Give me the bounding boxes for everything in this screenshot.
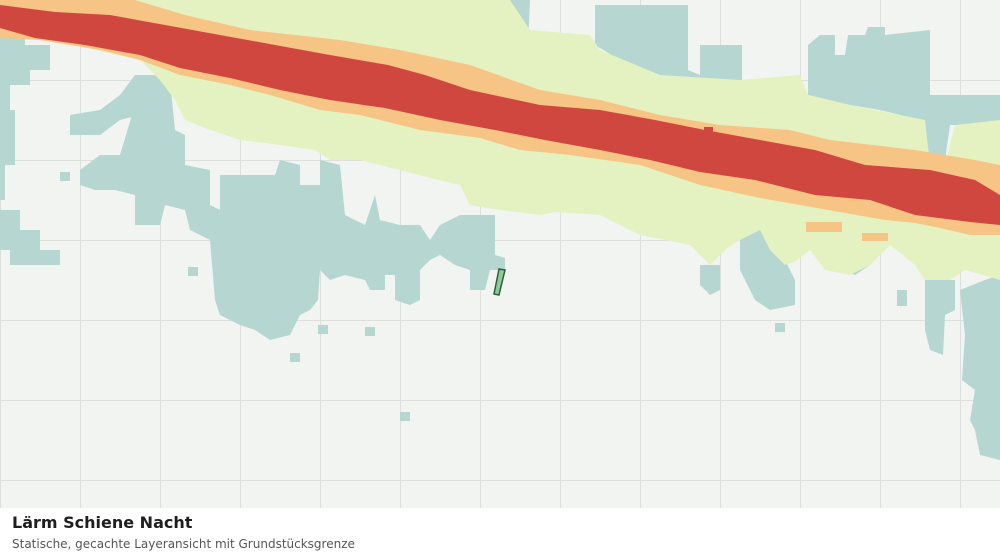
noise-zone-high (0, 5, 1000, 225)
settlement-areas (0, 0, 1000, 460)
noise-patch (806, 222, 842, 232)
parcel-boundary (493, 268, 506, 296)
map-view (0, 0, 1000, 508)
noise-patch (862, 233, 888, 241)
noise-patch (704, 127, 713, 136)
map-subtitle: Statische, gecachte Layeransicht mit Gru… (12, 537, 355, 551)
map-title: Lärm Schiene Nacht (12, 513, 193, 532)
